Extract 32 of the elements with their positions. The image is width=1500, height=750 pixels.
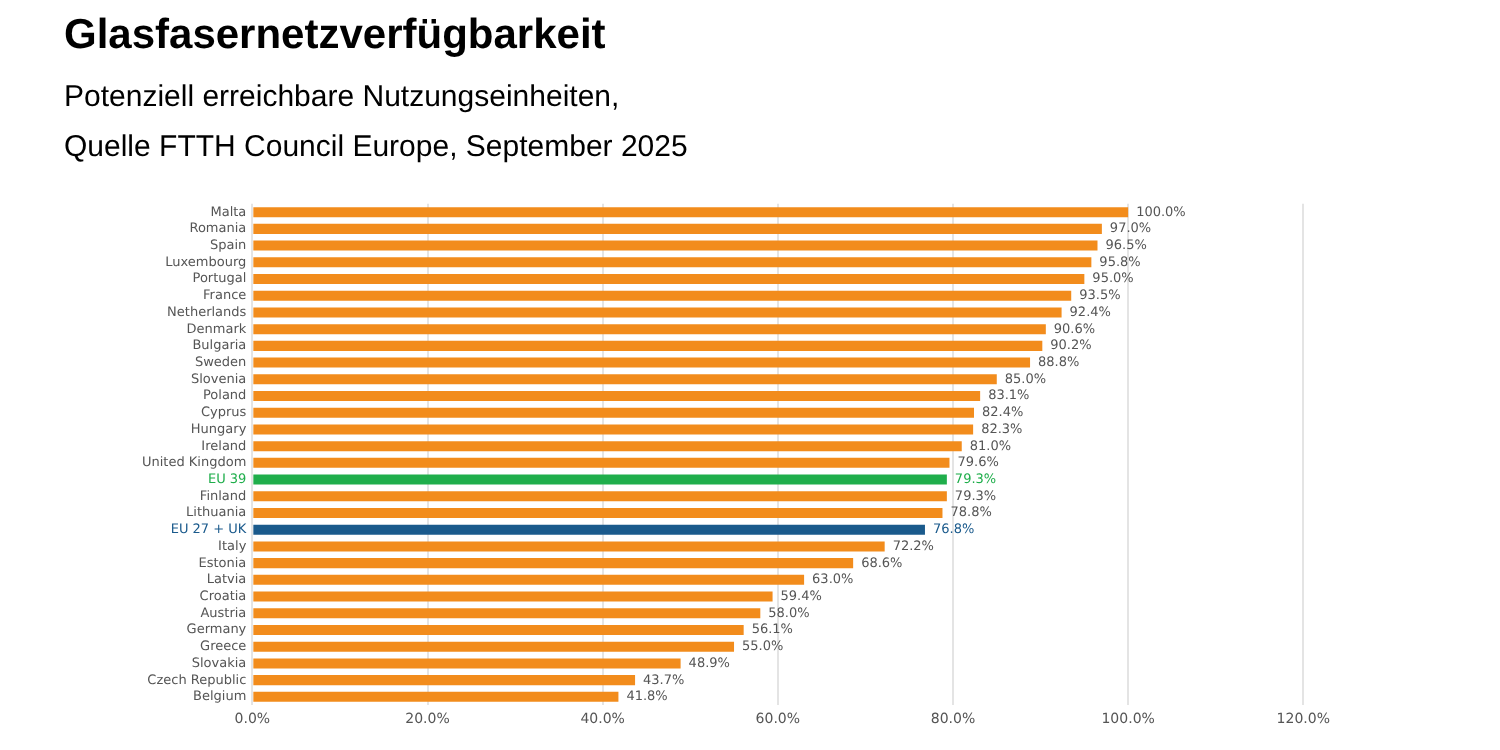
bar — [253, 507, 943, 519]
bar — [253, 574, 805, 585]
bar — [253, 257, 1092, 268]
bar — [253, 407, 975, 418]
bar — [253, 624, 744, 635]
bar — [253, 274, 1085, 285]
bar — [253, 474, 947, 485]
bar — [253, 658, 681, 669]
bar — [253, 374, 997, 385]
bar — [253, 491, 947, 502]
bar — [253, 340, 1043, 351]
bar — [253, 675, 636, 686]
bar — [253, 524, 925, 535]
bar — [253, 207, 1129, 218]
bar — [253, 591, 773, 602]
bar — [253, 240, 1098, 251]
bar — [253, 457, 950, 468]
bar — [253, 390, 981, 402]
chart-title: Glasfasernetzverfügbarkeit — [64, 12, 606, 60]
bar — [253, 641, 735, 652]
bar — [253, 691, 619, 702]
bar — [253, 357, 1031, 368]
bar — [253, 608, 761, 619]
bar — [253, 558, 854, 569]
bar — [253, 541, 885, 552]
bar — [253, 324, 1046, 335]
bar — [253, 223, 1102, 234]
bar — [253, 307, 1062, 318]
bar — [253, 441, 962, 452]
bar — [253, 424, 974, 435]
chart-subtitle: Potenziell erreichbare Nutzungseinheiten, Quelle FTTH Council Europe, September 2025 — [64, 78, 688, 168]
bar — [253, 290, 1072, 301]
